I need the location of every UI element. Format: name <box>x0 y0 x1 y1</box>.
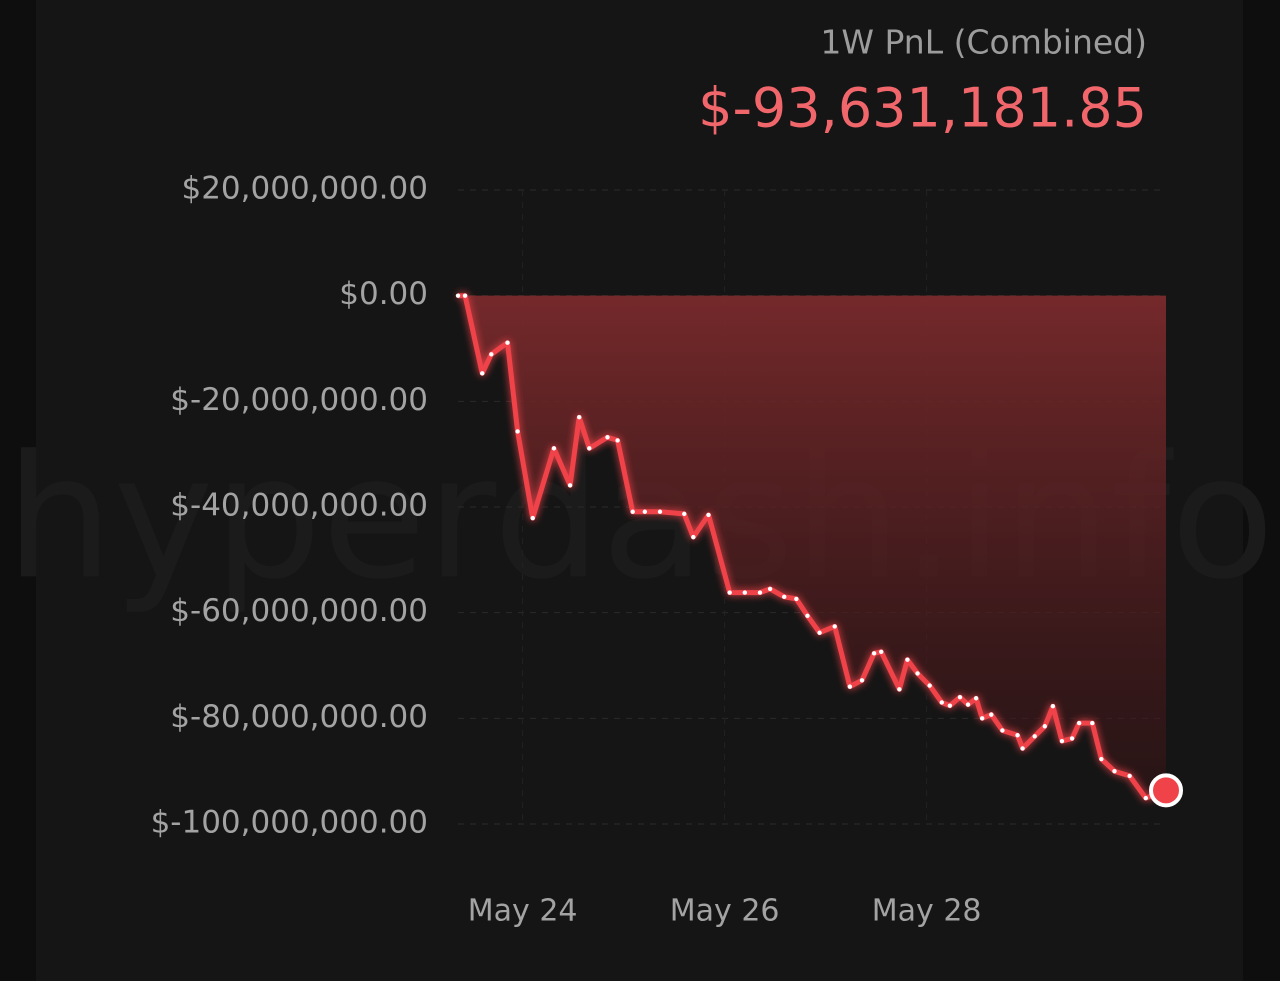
point <box>551 446 557 451</box>
y-tick-label: $-100,000,000.00 <box>151 805 428 841</box>
point <box>1076 720 1082 726</box>
point <box>1015 733 1020 738</box>
point <box>489 352 494 357</box>
point <box>657 509 663 514</box>
point <box>706 512 711 518</box>
point <box>1127 773 1132 779</box>
point <box>1032 734 1037 739</box>
plot-area: $20,000,000.00 $0.00 $-20,000,000.00 $-40,0… <box>151 171 1183 929</box>
point <box>782 594 787 600</box>
point <box>615 438 620 443</box>
line <box>458 293 1167 801</box>
x-tick-label: May 24 <box>468 894 578 929</box>
point <box>727 590 732 595</box>
point <box>805 613 810 619</box>
chart-title: 1W PnL (Combined) <box>820 23 1147 62</box>
point <box>871 651 877 656</box>
point <box>794 596 799 602</box>
point <box>455 293 461 298</box>
point <box>587 446 592 451</box>
point <box>973 696 979 701</box>
point <box>605 435 610 440</box>
point <box>847 684 853 689</box>
headline-value: $-93,631,181.85 <box>698 77 1147 140</box>
point <box>939 700 944 705</box>
area <box>458 295 1166 799</box>
y-tick-label: $-80,000,000.00 <box>170 699 428 735</box>
point <box>742 590 748 595</box>
point <box>947 703 953 708</box>
point <box>515 429 520 434</box>
point <box>897 687 902 692</box>
x-tick-label: May 28 <box>872 894 982 929</box>
y-tick-label: $0.00 <box>339 276 428 312</box>
point <box>530 515 535 521</box>
y-tick-label: $20,000,000.00 <box>181 171 428 207</box>
point <box>1099 756 1104 762</box>
point <box>1050 703 1056 709</box>
point <box>576 414 582 420</box>
point <box>989 712 994 717</box>
point <box>480 371 485 376</box>
point <box>462 293 468 298</box>
point <box>767 586 773 592</box>
point <box>1000 728 1005 733</box>
point <box>817 630 822 635</box>
y-tick-label: $-60,000,000.00 <box>170 593 428 629</box>
y-tick-label: $-20,000,000.00 <box>170 382 428 418</box>
point <box>757 590 763 595</box>
point <box>1112 768 1117 774</box>
point <box>915 671 920 676</box>
point <box>567 483 573 488</box>
point <box>832 624 837 629</box>
point <box>630 509 635 514</box>
point <box>1059 738 1065 744</box>
point <box>965 702 971 707</box>
point <box>505 340 510 345</box>
point <box>957 695 963 700</box>
point <box>642 509 648 514</box>
point <box>1090 720 1095 726</box>
x-tick-label: May 26 <box>670 894 780 929</box>
point <box>979 716 985 721</box>
point <box>691 534 696 540</box>
point <box>1143 795 1149 801</box>
point <box>859 678 865 683</box>
point <box>927 683 932 688</box>
point <box>682 511 687 517</box>
y-tick-label: $-40,000,000.00 <box>170 488 428 524</box>
point <box>905 657 910 662</box>
end-marker <box>1149 773 1183 808</box>
point <box>1042 724 1048 729</box>
point <box>1069 736 1075 741</box>
point <box>878 649 884 654</box>
point <box>1020 746 1025 751</box>
